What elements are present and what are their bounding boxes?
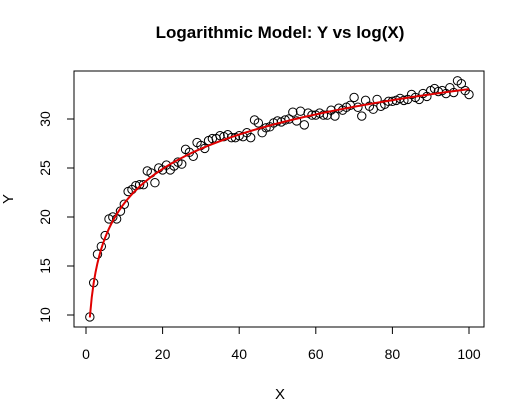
x-tick-label: 80 — [385, 346, 401, 362]
chart-title: Logarithmic Model: Y vs log(X) — [156, 23, 405, 42]
data-point — [138, 179, 149, 190]
fit-curve — [88, 88, 470, 318]
data-point — [295, 106, 306, 116]
y-tick-label: 15 — [37, 258, 53, 274]
data-point — [330, 111, 340, 121]
y-tick-label: 25 — [37, 160, 53, 176]
data-point — [299, 120, 310, 130]
y-axis: 10 15 20 25 30 — [37, 111, 75, 323]
data-point — [349, 92, 359, 103]
data-point — [245, 132, 256, 143]
data-point — [150, 178, 160, 188]
data-point — [357, 111, 367, 121]
x-axis-title: X — [275, 386, 285, 403]
data-point — [464, 89, 474, 100]
data-points — [85, 76, 474, 322]
y-tick-label: 20 — [37, 209, 53, 225]
x-tick-label: 40 — [231, 346, 247, 362]
data-point — [119, 199, 130, 209]
x-tick-label: 20 — [155, 346, 171, 362]
y-tick-label: 10 — [37, 307, 53, 323]
x-tick-label: 60 — [308, 346, 324, 362]
data-point — [253, 118, 264, 128]
plot-frame — [73, 70, 485, 328]
data-point — [177, 159, 187, 169]
data-point — [134, 179, 145, 190]
data-point — [399, 95, 409, 106]
data-point — [291, 116, 302, 126]
data-point — [272, 116, 283, 126]
x-tick-label: 100 — [457, 346, 481, 362]
data-point — [92, 249, 103, 259]
data-point — [288, 107, 298, 117]
data-point — [215, 130, 225, 141]
data-point — [318, 110, 329, 120]
x-tick-label: 0 — [82, 346, 90, 362]
x-axis: 0 20 40 60 80 100 — [82, 326, 481, 362]
y-tick-label: 30 — [37, 111, 53, 127]
y-axis-title: Y — [0, 194, 17, 204]
